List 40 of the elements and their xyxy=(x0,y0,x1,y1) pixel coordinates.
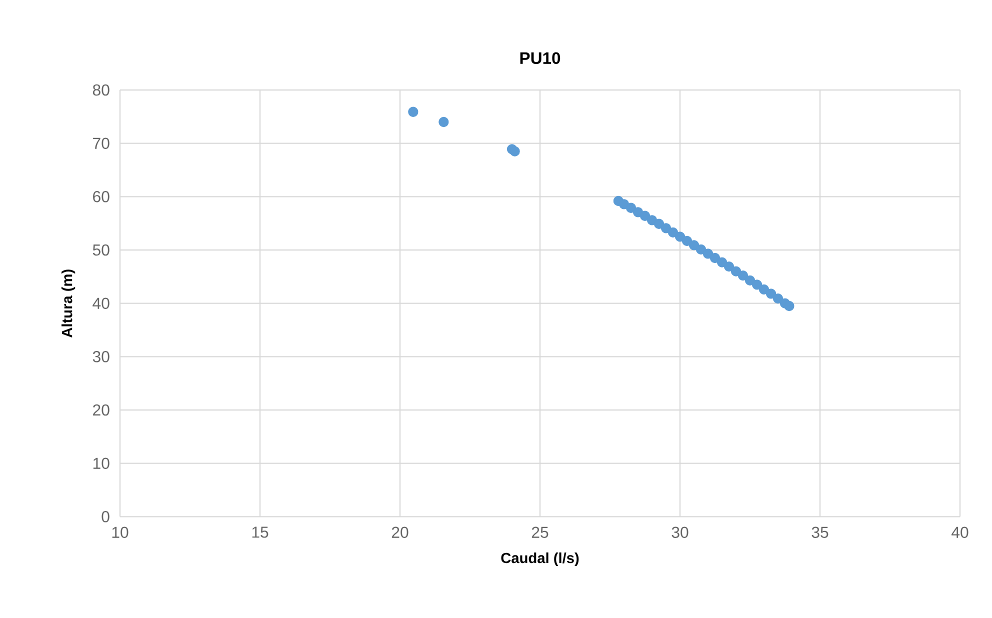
y-tick-label: 50 xyxy=(92,244,110,256)
y-tick-label: 20 xyxy=(93,404,110,416)
x-tick-label: 15 xyxy=(252,526,268,538)
x-tick-label: 25 xyxy=(532,526,548,538)
y-tick-label: 0 xyxy=(102,511,110,522)
point xyxy=(408,106,418,117)
point xyxy=(702,248,714,259)
point xyxy=(766,288,776,299)
point xyxy=(688,240,700,250)
x-axis-title: Caudal (l/s) xyxy=(501,552,579,566)
point xyxy=(716,257,728,268)
point xyxy=(438,116,449,128)
point xyxy=(784,300,794,312)
point xyxy=(744,275,756,286)
point xyxy=(510,146,520,156)
x-tick-label: 20 xyxy=(392,526,408,538)
point xyxy=(738,270,748,281)
point xyxy=(660,223,672,234)
point xyxy=(730,266,742,276)
x-tick-label: 30 xyxy=(672,526,688,538)
y-tick-label: 30 xyxy=(92,351,110,362)
point xyxy=(752,280,762,290)
point xyxy=(668,227,678,238)
point xyxy=(696,244,706,255)
point xyxy=(710,252,720,264)
y-tick-label: 40 xyxy=(92,298,110,309)
point xyxy=(724,261,734,272)
point xyxy=(772,293,784,304)
y-tick-label: 10 xyxy=(93,458,110,469)
y-axis-title: Altura (m) xyxy=(62,270,76,338)
y-tick-label: 60 xyxy=(93,191,110,202)
point xyxy=(682,236,692,246)
x-tick-label: 40 xyxy=(952,526,968,538)
point xyxy=(674,232,686,242)
x-tick-label: 10 xyxy=(112,526,128,538)
y-tick-label: 80 xyxy=(92,84,110,96)
chart-title: PU10 xyxy=(520,52,560,64)
x-tick-label: 35 xyxy=(812,526,828,538)
y-tick-label: 70 xyxy=(93,138,110,149)
point xyxy=(758,284,770,295)
